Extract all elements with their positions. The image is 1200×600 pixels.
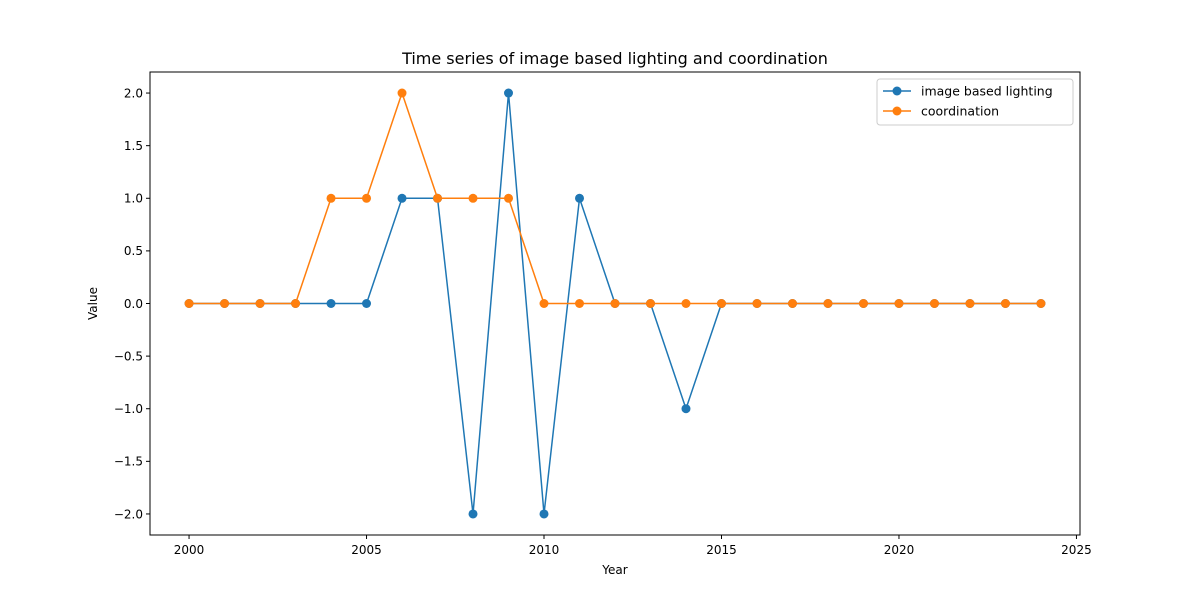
data-point [1000, 299, 1010, 308]
y-tick-label: −0.5 [114, 349, 143, 363]
data-point [716, 299, 726, 308]
data-point [575, 193, 585, 203]
data-point [681, 299, 691, 308]
plot-area [184, 88, 1046, 519]
data-point [220, 299, 230, 308]
data-point [610, 299, 620, 308]
data-point [1036, 299, 1046, 308]
y-tick-label: 0.5 [124, 244, 143, 258]
x-tick-label: 2015 [706, 543, 737, 557]
data-point [858, 299, 868, 308]
data-point [291, 299, 301, 308]
data-point [468, 193, 478, 203]
y-tick-label: −1.5 [114, 455, 143, 469]
data-point [894, 299, 904, 308]
x-axis-label: Year [601, 563, 627, 577]
x-tick-label: 2020 [884, 543, 915, 557]
legend-marker [892, 86, 902, 96]
data-point [965, 299, 975, 308]
data-point [539, 509, 549, 519]
x-tick-label: 2010 [529, 543, 560, 557]
x-tick-label: 2005 [351, 543, 382, 557]
data-point [681, 404, 691, 414]
data-point [575, 299, 585, 308]
data-point [752, 299, 762, 308]
chart-title: Time series of image based lighting and … [401, 49, 828, 68]
y-tick-label: −1.0 [114, 402, 143, 416]
data-point [362, 193, 372, 203]
legend-marker [892, 106, 902, 116]
data-point [787, 299, 797, 308]
legend-entry: coordination [921, 104, 999, 119]
y-axis-label: Value [86, 287, 100, 320]
x-tick-label: 2025 [1061, 543, 1092, 557]
data-point [255, 299, 265, 308]
legend: image based lighting coordination [876, 78, 1074, 126]
data-point [362, 299, 372, 308]
x-tick-label: 2000 [174, 543, 205, 557]
data-point [929, 299, 939, 308]
data-point [468, 509, 478, 519]
y-tick-label: 0.0 [124, 297, 143, 311]
data-point [823, 299, 833, 308]
legend-box [876, 78, 1074, 126]
data-point [504, 193, 514, 203]
data-point [645, 299, 655, 308]
data-point [184, 299, 194, 308]
y-tick-label: 1.5 [124, 139, 143, 153]
data-point [539, 299, 549, 308]
data-point [326, 299, 336, 308]
data-point [326, 193, 336, 203]
y-tick-label: 1.0 [124, 192, 143, 206]
data-point [504, 88, 514, 98]
y-tick-label: 2.0 [124, 86, 143, 100]
data-point [397, 193, 407, 203]
legend-entry: image based lighting [921, 84, 1053, 99]
y-tick-label: −2.0 [114, 507, 143, 521]
data-point [397, 88, 407, 98]
data-point [433, 193, 443, 203]
